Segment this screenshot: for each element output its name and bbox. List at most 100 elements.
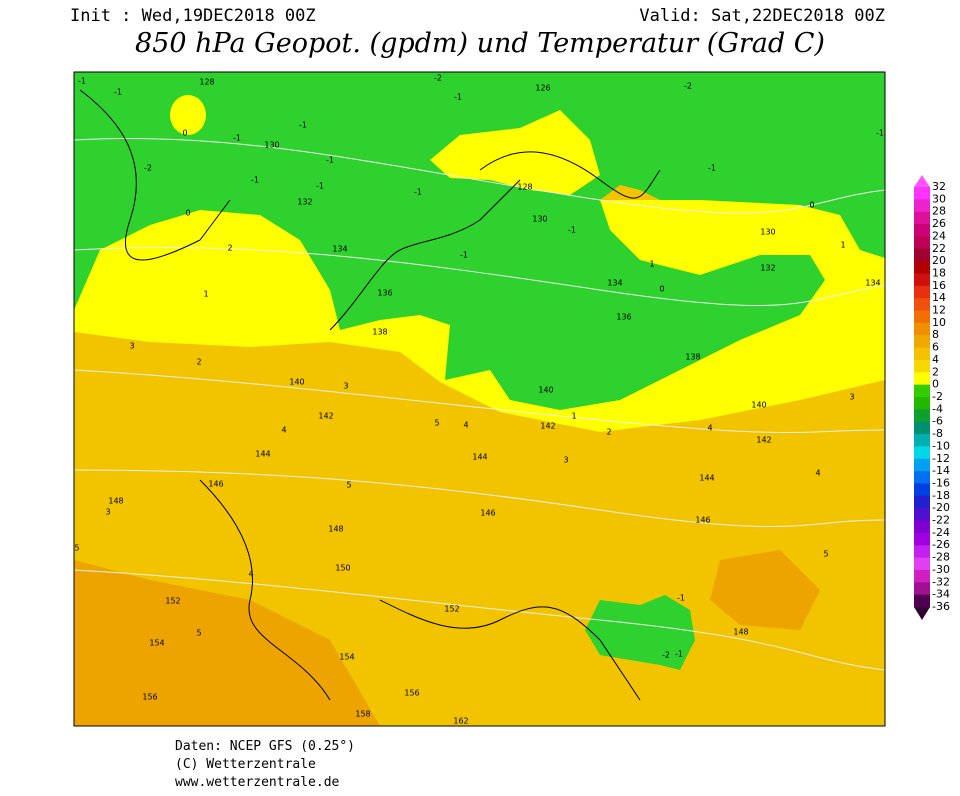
contour-label: 138 [685, 353, 700, 362]
colorbar-tick-label: 10 [932, 316, 946, 329]
colorbar-band [914, 397, 930, 410]
colorbar-tick-label: -14 [932, 464, 950, 477]
contour-label: -1 [708, 164, 716, 173]
contour-label: -1 [675, 650, 683, 659]
contour-label: 3 [343, 382, 348, 391]
colorbar-band [914, 582, 930, 596]
colorbar-band [914, 434, 930, 447]
contour-label: 0 [182, 129, 187, 138]
colorbar-band [914, 458, 930, 472]
colorbar-band [914, 298, 930, 312]
colorbar-band [914, 557, 930, 571]
contour-label: 130 [760, 228, 775, 237]
contour-label: 154 [339, 653, 354, 662]
colorbar-tick-label: -34 [932, 588, 950, 601]
contour-label: -1 [326, 156, 334, 165]
contour-label: 150 [335, 564, 350, 573]
colorbar-band [914, 520, 930, 534]
colorbar-band [914, 236, 930, 250]
below-zero-field [74, 72, 885, 410]
colorbar-tick-label: 0 [932, 378, 939, 391]
map-labels: 1281261301281301301321341341321341361361… [74, 74, 884, 726]
colorbar-bottom-cap [914, 607, 930, 620]
colorbar: 32302826242220181614121086420-2-4-6-8-10… [914, 175, 950, 620]
colorbar-tick-label: -26 [932, 538, 950, 551]
colorbar-tick-label: 24 [932, 229, 946, 242]
colorbar-band [914, 372, 930, 386]
contour-label: 3 [129, 342, 134, 351]
contour-label: -2 [662, 651, 670, 660]
colorbar-band [914, 261, 930, 274]
contour-label: -1 [876, 129, 884, 138]
colorbar-band [914, 248, 930, 262]
contour-label: 156 [142, 693, 157, 702]
contour-label: 162 [453, 717, 468, 726]
contour-label: -1 [454, 93, 462, 102]
colorbar-band [914, 545, 930, 559]
contour-label: 126 [535, 84, 550, 93]
colorbar-band [914, 310, 930, 324]
contour-label: 138 [372, 328, 387, 337]
contour-label: -1 [677, 594, 685, 603]
contour-label: 146 [480, 509, 495, 518]
contour-label: 2 [196, 358, 201, 367]
contour-label: 5 [434, 419, 439, 428]
colorbar-band [914, 335, 930, 349]
contour-label: 146 [208, 480, 223, 489]
below-zero-patch [585, 595, 695, 670]
contour-label: 144 [699, 474, 714, 483]
colorbar-band [914, 421, 930, 435]
contour-label: -1 [114, 88, 122, 97]
colorbar-tick-label: -2 [932, 390, 943, 403]
contour-label: 130 [532, 215, 547, 224]
colorbar-band [914, 224, 930, 237]
contour-label: 144 [255, 450, 270, 459]
contour-label: -2 [684, 82, 692, 91]
colorbar-tick-label: -18 [932, 489, 950, 502]
colorbar-band [914, 211, 930, 225]
contour-label: 136 [377, 289, 392, 298]
contour-label: 0 [809, 201, 814, 210]
colorbar-tick-label: -36 [932, 600, 950, 613]
contour-label: 132 [760, 264, 775, 273]
contour-label: 2 [606, 428, 611, 437]
map-frame [73, 71, 886, 727]
contour-label: 130 [264, 141, 279, 150]
contour-label: -1 [233, 134, 241, 143]
colorbar-band [914, 285, 930, 299]
colorbar-tick-label: 12 [932, 304, 946, 317]
colorbar-band [914, 273, 930, 287]
contour-label: 5 [196, 629, 201, 638]
colorbar-band [914, 199, 930, 213]
zero-two-patch [430, 110, 600, 195]
contour-label: -1 [316, 182, 324, 191]
contour-label: 142 [756, 436, 771, 445]
colorbar-tick-label: 26 [932, 217, 946, 230]
contour-label: -1 [414, 188, 422, 197]
colorbar-tick-label: 6 [932, 341, 939, 354]
contour-label: 152 [444, 605, 459, 614]
colorbar-tick-label: -6 [932, 415, 943, 428]
contour-label: 140 [289, 378, 304, 387]
contour-label: -2 [144, 164, 152, 173]
contour-label: 2 [227, 244, 232, 253]
contour-label: 140 [538, 386, 553, 395]
colorbar-tick-label: -8 [932, 427, 943, 440]
colorbar-tick-label: -32 [932, 575, 950, 588]
colorbar-band [914, 384, 930, 398]
warm-patch [710, 550, 820, 630]
contour-label: 1 [840, 241, 845, 250]
colorbar-band [914, 471, 930, 484]
zero-two-patch [170, 95, 206, 135]
contour-label: 134 [332, 245, 347, 254]
colorbar-band [914, 446, 930, 460]
contour-label: 136 [616, 313, 631, 322]
colorbar-tick-label: 8 [932, 328, 939, 341]
coastlines [79, 89, 661, 701]
contour-label: 3 [105, 508, 110, 517]
contour-label: 4 [815, 469, 820, 478]
contour-label: -1 [460, 251, 468, 260]
warm-patch [74, 560, 380, 726]
contour-label: 140 [751, 401, 766, 410]
